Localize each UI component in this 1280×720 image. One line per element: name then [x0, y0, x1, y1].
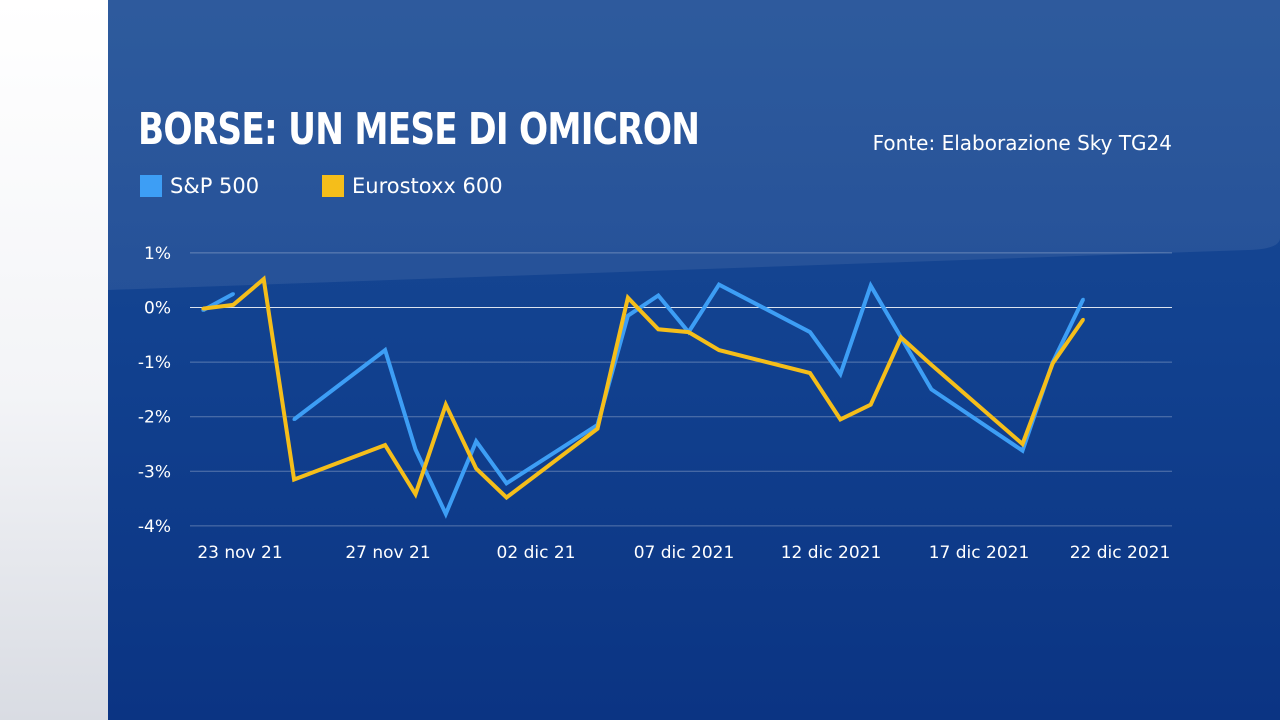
data-point-sp500	[383, 348, 387, 352]
data-point-eurostoxx	[413, 492, 418, 496]
y-tick-label: -4%	[138, 517, 171, 537]
data-point-sp500	[717, 283, 721, 287]
data-point-sp500	[929, 387, 934, 391]
y-tick-label: 0%	[144, 299, 171, 319]
legend-swatch-eurostoxx	[322, 175, 344, 197]
data-point-eurostoxx	[869, 403, 873, 407]
chart-panel	[108, 0, 1280, 720]
data-point-eurostoxx	[504, 495, 509, 500]
x-tick-label: 07 dic 2021	[634, 543, 735, 563]
data-point-sp500	[1020, 449, 1025, 453]
data-point-eurostoxx	[717, 348, 721, 352]
y-tick-label: -2%	[138, 408, 171, 428]
data-point-eurostoxx	[201, 307, 205, 311]
data-point-sp500	[444, 512, 448, 516]
data-point-sp500	[1081, 297, 1085, 301]
series-line-sp500	[292, 280, 1086, 519]
x-tick-label: 27 nov 21	[345, 543, 430, 563]
data-point-sp500	[869, 284, 873, 288]
data-point-sp500	[231, 292, 235, 296]
legend-label-sp500: S&P 500	[170, 174, 260, 198]
data-point-eurostoxx	[929, 363, 934, 367]
x-tick-label: 23 nov 21	[197, 543, 282, 563]
data-point-eurostoxx	[899, 335, 903, 340]
data-point-sp500	[504, 481, 509, 485]
y-tick-label: -1%	[138, 353, 171, 373]
data-point-eurostoxx	[595, 427, 600, 431]
x-tick-label: 02 dic 21	[497, 543, 576, 563]
data-point-eurostoxx	[231, 303, 235, 307]
data-point-sp500	[808, 330, 812, 334]
x-tick-label: 22 dic 2021	[1070, 543, 1171, 563]
data-point-sp500	[626, 314, 630, 318]
legend-item-sp500: S&P 500	[140, 174, 259, 198]
legend-item-eurostoxx: Eurostoxx 600	[322, 174, 503, 198]
data-point-sp500	[474, 439, 478, 443]
data-point-eurostoxx	[626, 296, 630, 300]
source-note: Fonte: Elaborazione Sky TG24	[872, 131, 1172, 155]
x-tick-label: 12 dic 2021	[781, 543, 882, 563]
data-point-eurostoxx	[1051, 361, 1055, 365]
x-tick-label: 17 dic 2021	[929, 543, 1030, 563]
data-point-eurostoxx	[687, 330, 691, 334]
data-point-eurostoxx	[383, 443, 387, 447]
left-side-bar	[0, 0, 108, 720]
data-point-eurostoxx	[1081, 317, 1085, 322]
y-tick-label: 1%	[144, 244, 171, 264]
chart-title: BORSE: UN MESE DI OMICRON	[138, 104, 700, 155]
data-point-sp500	[656, 293, 660, 298]
data-point-eurostoxx	[292, 477, 296, 482]
data-point-eurostoxx	[474, 467, 478, 471]
data-point-eurostoxx	[808, 371, 812, 375]
data-point-eurostoxx	[838, 417, 843, 421]
series-line-eurostoxx	[202, 275, 1085, 501]
y-tick-label: -3%	[138, 462, 171, 482]
data-point-eurostoxx	[444, 403, 448, 407]
data-point-eurostoxx	[262, 277, 266, 281]
legend-swatch-sp500	[140, 175, 162, 197]
background-sheen	[108, 0, 1280, 290]
legend-label-eurostoxx: Eurostoxx 600	[352, 174, 503, 198]
data-point-sp500	[292, 417, 296, 421]
data-point-sp500	[838, 372, 843, 376]
data-point-eurostoxx	[656, 327, 660, 331]
data-point-sp500	[413, 447, 418, 452]
data-point-eurostoxx	[1020, 442, 1025, 446]
